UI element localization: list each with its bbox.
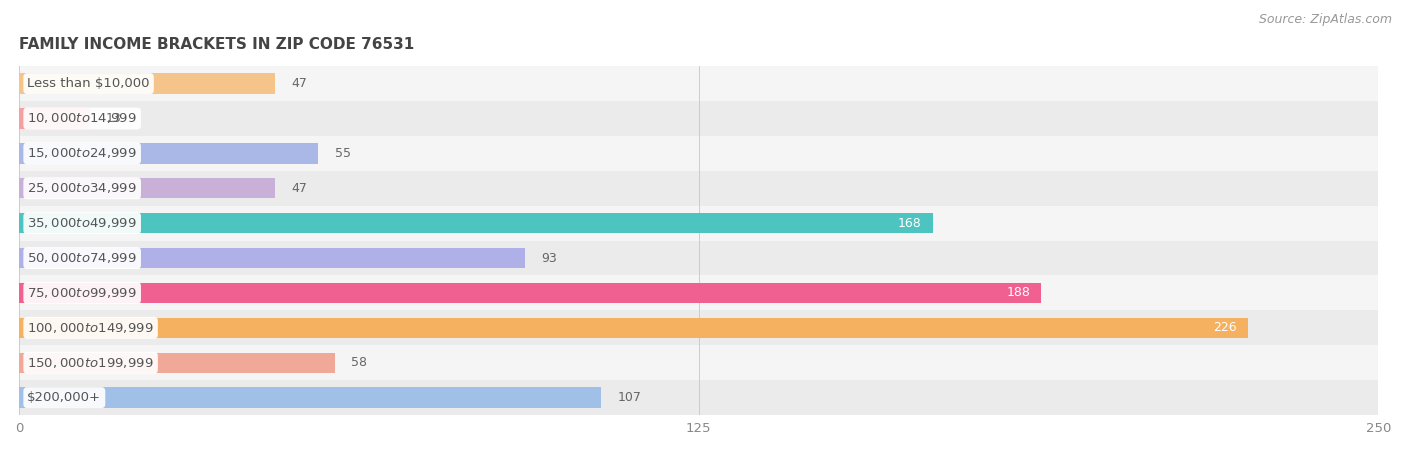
Text: Source: ZipAtlas.com: Source: ZipAtlas.com bbox=[1258, 14, 1392, 27]
Bar bbox=[20, 241, 1378, 275]
Bar bbox=[20, 136, 1378, 171]
Bar bbox=[20, 171, 1378, 206]
Text: $75,000 to $99,999: $75,000 to $99,999 bbox=[27, 286, 136, 300]
Text: 93: 93 bbox=[541, 252, 557, 265]
Text: $35,000 to $49,999: $35,000 to $49,999 bbox=[27, 216, 136, 230]
Text: 55: 55 bbox=[335, 147, 350, 160]
Text: $50,000 to $74,999: $50,000 to $74,999 bbox=[27, 251, 136, 265]
Bar bbox=[20, 283, 1042, 303]
Bar bbox=[20, 108, 90, 129]
Text: 13: 13 bbox=[107, 112, 122, 125]
Bar bbox=[20, 143, 318, 163]
Text: 226: 226 bbox=[1213, 321, 1237, 334]
Bar bbox=[20, 318, 1249, 338]
Text: 58: 58 bbox=[352, 356, 367, 369]
Text: 47: 47 bbox=[291, 77, 307, 90]
Text: $200,000+: $200,000+ bbox=[27, 391, 101, 404]
Bar bbox=[20, 310, 1378, 345]
Bar bbox=[20, 178, 274, 198]
Bar bbox=[20, 66, 1378, 101]
Text: 47: 47 bbox=[291, 182, 307, 195]
Bar bbox=[20, 213, 932, 233]
Bar bbox=[20, 248, 524, 268]
Text: $100,000 to $149,999: $100,000 to $149,999 bbox=[27, 321, 153, 335]
Text: $150,000 to $199,999: $150,000 to $199,999 bbox=[27, 356, 153, 370]
Bar bbox=[20, 73, 274, 94]
Bar bbox=[20, 275, 1378, 310]
Text: Less than $10,000: Less than $10,000 bbox=[27, 77, 150, 90]
Text: $25,000 to $34,999: $25,000 to $34,999 bbox=[27, 181, 136, 195]
Bar bbox=[20, 353, 335, 373]
Bar bbox=[20, 206, 1378, 241]
Bar bbox=[20, 387, 600, 408]
Text: $15,000 to $24,999: $15,000 to $24,999 bbox=[27, 146, 136, 160]
Text: 188: 188 bbox=[1007, 287, 1031, 299]
Text: 107: 107 bbox=[617, 391, 641, 404]
Text: 168: 168 bbox=[898, 216, 922, 230]
Bar bbox=[20, 101, 1378, 136]
Bar bbox=[20, 380, 1378, 415]
Bar bbox=[20, 345, 1378, 380]
Text: $10,000 to $14,999: $10,000 to $14,999 bbox=[27, 112, 136, 126]
Text: FAMILY INCOME BRACKETS IN ZIP CODE 76531: FAMILY INCOME BRACKETS IN ZIP CODE 76531 bbox=[20, 37, 415, 53]
